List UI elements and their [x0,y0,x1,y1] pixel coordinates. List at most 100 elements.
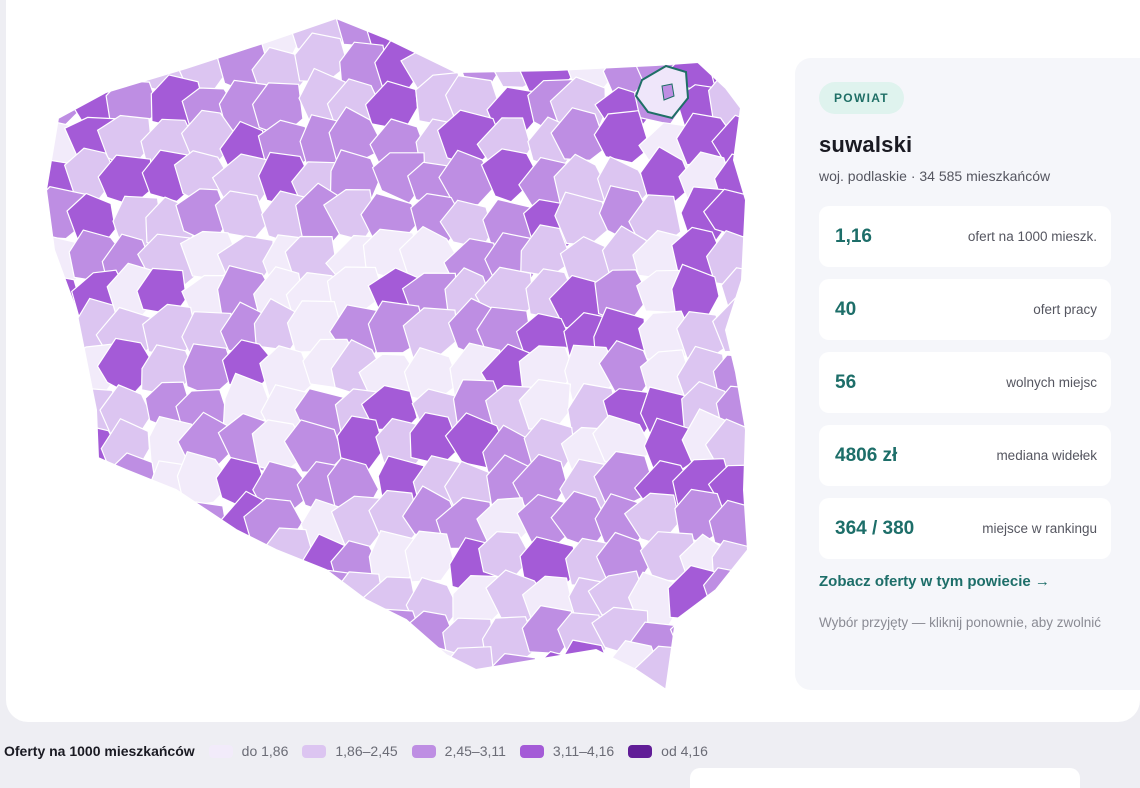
county-shape[interactable] [402,684,458,700]
county-shape[interactable] [103,571,158,628]
county-shape[interactable] [101,10,168,51]
county-shape[interactable] [754,83,766,136]
county-shape[interactable] [593,110,651,164]
county-shape[interactable] [36,573,76,628]
county-shape[interactable] [187,10,242,57]
county-shape[interactable] [175,568,235,630]
county-shape[interactable] [550,691,609,700]
county-shape[interactable] [336,604,393,661]
county-shape[interactable] [743,679,766,700]
county-shape[interactable] [62,566,117,627]
county-shape[interactable] [62,534,114,593]
county-shape[interactable] [253,649,309,700]
county-shape[interactable] [555,10,617,60]
county-shape[interactable] [36,675,90,700]
county-shape[interactable] [168,689,230,700]
county-shape[interactable] [141,681,203,700]
county-shape[interactable] [140,532,193,586]
county-shape[interactable] [715,10,766,60]
county-shape[interactable] [442,10,501,68]
county-shape[interactable] [756,495,766,549]
county-shape[interactable] [299,680,351,700]
county-shape[interactable] [593,686,647,700]
county-shape[interactable] [174,609,233,662]
county-shape[interactable] [69,600,125,659]
county-shape[interactable] [672,644,736,696]
county-shape[interactable] [107,675,162,700]
county-shape[interactable] [747,378,766,432]
county-shape[interactable] [709,677,765,700]
county-shape[interactable] [745,351,766,406]
county-shape[interactable] [103,613,166,671]
county-shape[interactable] [746,152,766,211]
county-shape[interactable] [526,682,577,700]
county-shape[interactable] [109,528,162,580]
county-shape[interactable] [136,603,196,655]
county-shape[interactable] [36,10,82,58]
county-shape[interactable] [705,229,765,289]
county-shape[interactable] [36,424,73,477]
county-shape[interactable] [178,643,238,696]
county-shape[interactable] [66,36,120,91]
county-shape[interactable] [218,652,279,700]
county-shape[interactable] [210,537,273,591]
county-shape[interactable] [758,536,766,597]
county-shape[interactable] [682,10,732,57]
county-shape[interactable] [396,10,457,50]
county-shape[interactable] [65,10,119,60]
county-shape[interactable] [752,10,766,52]
county-shape[interactable] [720,647,767,700]
selected-county-suwalski[interactable] [634,64,690,120]
county-shape[interactable] [57,454,115,506]
county-shape[interactable] [747,612,766,664]
county-shape[interactable] [36,494,86,545]
poland-county-map[interactable] [36,10,766,700]
county-shape[interactable] [490,680,549,700]
county-shape[interactable] [744,302,766,359]
county-shape[interactable] [215,611,278,667]
county-shape[interactable] [705,604,766,663]
county-shape[interactable] [753,269,766,325]
county-shape[interactable] [261,613,319,669]
county-shape[interactable] [449,679,508,700]
county-shape[interactable] [753,42,766,91]
county-shape[interactable] [669,609,732,666]
county-shape[interactable] [328,689,382,701]
see-offers-link[interactable]: Zobacz oferty w tym powiecie → [819,573,1050,590]
county-shape[interactable] [284,651,344,700]
county-shape[interactable] [404,530,455,583]
county-shape[interactable] [672,682,723,700]
county-shape[interactable] [132,570,195,627]
county-shape[interactable] [295,609,351,669]
county-shape[interactable] [36,41,87,92]
county-shape[interactable] [750,231,766,280]
county-shape[interactable] [36,458,74,516]
county-shape[interactable] [213,575,270,629]
county-shape[interactable] [630,10,684,58]
enclave-suwalki-city[interactable] [661,83,675,101]
county-shape[interactable] [752,640,766,696]
county-shape[interactable] [97,491,151,544]
county-shape[interactable] [139,654,196,700]
county-shape[interactable] [218,680,275,700]
county-shape[interactable] [522,10,587,55]
county-shape[interactable] [176,450,233,508]
county-shape[interactable] [751,189,766,244]
county-shape[interactable] [36,609,86,666]
county-shape[interactable] [589,10,649,50]
county-shape[interactable] [550,107,608,161]
county-shape[interactable] [59,498,121,549]
county-shape[interactable] [257,696,314,700]
county-shape[interactable] [36,652,85,699]
county-shape[interactable] [753,461,766,516]
county-shape[interactable] [36,307,78,363]
county-shape[interactable] [258,567,308,623]
county-shape[interactable] [36,532,84,586]
county-shape[interactable] [36,383,88,439]
county-shape[interactable] [366,682,423,700]
county-shape[interactable] [755,121,766,172]
county-shape[interactable] [746,571,766,628]
county-shape[interactable] [72,683,124,700]
county-shape[interactable] [338,641,394,698]
county-shape[interactable] [106,643,164,692]
